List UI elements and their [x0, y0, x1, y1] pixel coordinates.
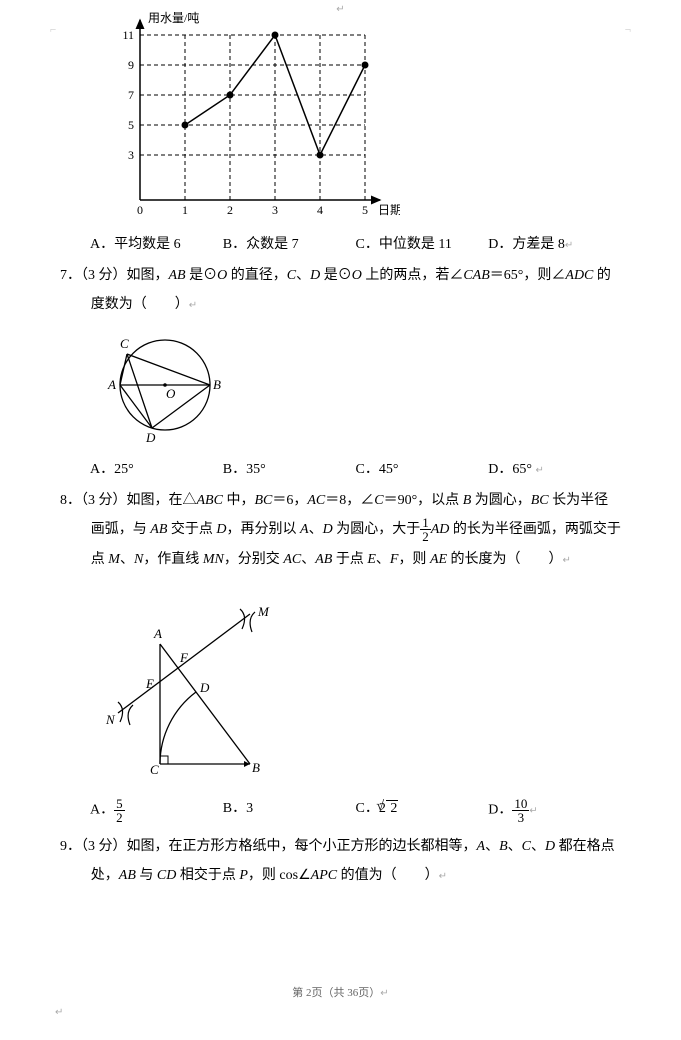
svg-text:5: 5 [128, 118, 134, 132]
svg-text:O: O [166, 386, 176, 401]
q8-figure: A B C D E F M N [100, 584, 621, 789]
svg-text:D: D [145, 430, 156, 445]
svg-text:D: D [199, 680, 210, 695]
svg-text:N: N [105, 712, 116, 727]
q8-options: A．52 B．3 C．2 2√ D．103↵ [60, 797, 621, 824]
q7-figure: A B C D O [100, 330, 621, 450]
svg-text:3: 3 [272, 203, 278, 217]
q7-opt-d: D．65° ↵ [488, 458, 621, 478]
page-footer: 第 2页（共 36页）↵ [0, 984, 681, 1000]
svg-text:2: 2 [227, 203, 233, 217]
svg-text:9: 9 [128, 58, 134, 72]
q8-opt-d: D．103↵ [488, 797, 621, 824]
q7-opt-b: B．35° [223, 458, 356, 478]
q7: 7．（3 分）如图，AB 是⊙O 的直径，C、D 是⊙O 上的两点，若∠CAB＝… [60, 261, 621, 320]
q6-opt-d: D．方差是 8↵ [488, 233, 621, 253]
q8-opt-b: B．3 [223, 797, 356, 824]
svg-text:F: F [179, 650, 189, 665]
q8-opt-c: C．2 2√ [356, 797, 489, 824]
q8-opt-a: A．52 [90, 797, 223, 824]
q6-opt-c: C．中位数是 11 [356, 233, 489, 253]
svg-text:用水量/吨: 用水量/吨 [148, 11, 199, 25]
svg-text:A: A [153, 626, 162, 641]
q7-opt-a: A．25° [90, 458, 223, 478]
svg-text:4: 4 [317, 203, 323, 217]
q8: 8．（3 分）如图，在△ABC 中，BC＝6，AC＝8，∠C＝90°，以点 B … [60, 486, 621, 574]
svg-text:3: 3 [128, 148, 134, 162]
q6-options: A．平均数是 6 B．众数是 7 C．中位数是 11 D．方差是 8↵ [60, 233, 621, 253]
svg-text:C: C [120, 336, 129, 351]
svg-text:0: 0 [137, 203, 143, 217]
q6-chart: 3 5 7 9 11 0 1 2 3 4 5 用水量/吨 日期 [100, 10, 621, 225]
q7-options: A．25° B．35° C．45° D．65° ↵ [60, 458, 621, 478]
svg-text:日期: 日期 [378, 203, 400, 217]
svg-text:E: E [145, 676, 154, 691]
svg-text:A: A [107, 377, 116, 392]
q6-opt-b: B．众数是 7 [223, 233, 356, 253]
svg-text:11: 11 [122, 28, 134, 42]
svg-text:7: 7 [128, 88, 134, 102]
svg-text:1: 1 [182, 203, 188, 217]
q9: 9．（3 分）如图，在正方形方格纸中，每个小正方形的边长都相等，A、B、C、D … [60, 832, 621, 891]
q6-opt-a: A．平均数是 6 [90, 233, 223, 253]
svg-text:5: 5 [362, 203, 368, 217]
svg-text:C: C [150, 762, 159, 777]
svg-text:B: B [252, 760, 260, 775]
q7-opt-c: C．45° [356, 458, 489, 478]
svg-text:B: B [213, 377, 221, 392]
svg-text:M: M [257, 604, 270, 619]
